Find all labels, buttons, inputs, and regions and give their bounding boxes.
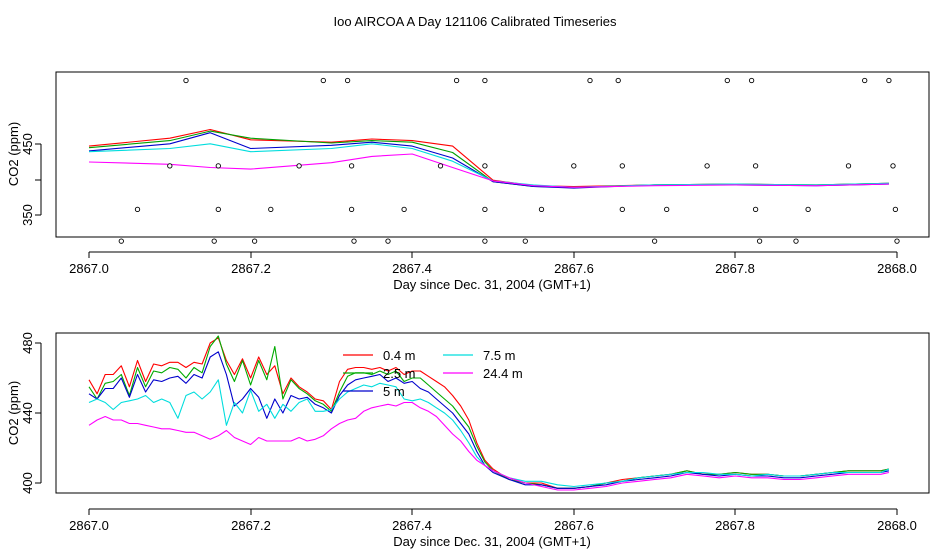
chart-top-marker-point bbox=[664, 206, 670, 213]
chart-top-marker-point bbox=[453, 77, 460, 84]
chart-top-y-axis: 350 450 CO2 (ppm) bbox=[6, 122, 42, 226]
chart-top-marker-point bbox=[482, 163, 488, 169]
chart-top-marker-point bbox=[344, 77, 351, 84]
chart-top-y-tick-label: 450 bbox=[20, 133, 35, 155]
chart-top-x-tick-label: 2868.0 bbox=[877, 261, 917, 276]
chart-top-series-line-3 bbox=[88, 143, 889, 188]
chart-top-marker-point bbox=[845, 163, 852, 169]
legend-label: 5 m bbox=[383, 384, 405, 399]
chart-top-marker-point bbox=[348, 206, 355, 213]
chart-bottom-x-tick-label: 2867.6 bbox=[554, 518, 594, 533]
chart-bottom-y-axis: 400 440 480 CO2 (ppm) bbox=[6, 332, 42, 494]
chart-bottom-x-tick-label: 2868.0 bbox=[877, 518, 917, 533]
chart-top-x-tick-label: 2867.0 bbox=[69, 261, 109, 276]
chart-top-marker-point bbox=[752, 163, 759, 169]
chart-top-markers-group bbox=[118, 77, 900, 244]
chart-top-marker-point bbox=[320, 77, 326, 84]
chart-top-marker-point bbox=[704, 163, 710, 169]
chart-top-marker-point bbox=[890, 163, 896, 169]
chart-top: 2867.0 2867.2 2867.4 2867.6 2867.8 2868.… bbox=[6, 71, 930, 292]
chart-top-marker-point bbox=[211, 238, 217, 244]
chart-top-marker-point bbox=[862, 77, 868, 84]
chart-bottom-x-tick-label: 2867.2 bbox=[231, 518, 271, 533]
chart-top-marker-point bbox=[886, 77, 892, 84]
chart-top-marker-point bbox=[251, 238, 258, 244]
chart-bottom-y-tick-label: 440 bbox=[20, 402, 35, 424]
chart-top-marker-point bbox=[385, 238, 391, 244]
chart-top-marker-point bbox=[538, 206, 545, 213]
figure-title: Ioo AIRCOA A Day 121106 Calibrated Times… bbox=[333, 14, 617, 29]
chart-top-marker-point bbox=[167, 163, 173, 169]
chart-top-x-tick-label: 2867.2 bbox=[231, 261, 271, 276]
chart-top-marker-point bbox=[118, 238, 124, 244]
chart-top-series-group bbox=[88, 128, 889, 189]
chart-bottom-y-tick-label: 400 bbox=[20, 472, 35, 494]
chart-top-marker-point bbox=[134, 206, 141, 213]
chart-top-marker-point bbox=[437, 163, 444, 169]
chart-top-marker-point bbox=[651, 238, 658, 244]
chart-bottom-x-tick-label: 2867.0 bbox=[69, 518, 109, 533]
chart-top-series-line-0 bbox=[88, 128, 889, 188]
legend-item: 24.4 m bbox=[443, 366, 523, 381]
chart-top-marker-point bbox=[748, 77, 755, 84]
chart-top-marker-point bbox=[215, 163, 221, 169]
chart-bottom-x-tick-label: 2867.4 bbox=[392, 518, 432, 533]
chart-top-marker-point bbox=[724, 77, 730, 84]
chart-top-marker-point bbox=[183, 77, 189, 84]
chart-bottom-y-axis-label: CO2 (ppm) bbox=[6, 381, 21, 445]
chart-top-marker-point bbox=[619, 206, 625, 213]
chart-top-x-tick-label: 2867.4 bbox=[392, 261, 432, 276]
chart-top-marker-point bbox=[587, 77, 593, 84]
chart-top-marker-point bbox=[793, 238, 799, 244]
chart-bottom-x-axis-label: Day since Dec. 31, 2004 (GMT+1) bbox=[393, 534, 591, 549]
legend-item: 0.4 m bbox=[343, 348, 416, 363]
chart-top-x-tick-label: 2867.6 bbox=[554, 261, 594, 276]
chart-top-x-axis: 2867.0 2867.2 2867.4 2867.6 2867.8 2868.… bbox=[69, 251, 917, 292]
chart-top-marker-point bbox=[296, 163, 302, 169]
chart-bottom-x-axis: 2867.0 2867.2 2867.4 2867.6 2867.8 2868.… bbox=[69, 508, 917, 549]
chart-top-marker-point bbox=[348, 163, 355, 169]
chart-top-x-axis-label: Day since Dec. 31, 2004 (GMT+1) bbox=[393, 277, 591, 292]
chart-top-x-tick-label: 2867.8 bbox=[715, 261, 755, 276]
chart-top-series-line-4 bbox=[88, 153, 889, 188]
chart-bottom-series-line-3 bbox=[88, 379, 890, 488]
chart-top-marker-point bbox=[268, 206, 274, 213]
legend-item: 2.5 m bbox=[343, 366, 416, 381]
chart-top-marker-point bbox=[482, 77, 488, 84]
chart-top-marker-point bbox=[619, 163, 625, 169]
chart-bottom-y-tick-label: 480 bbox=[20, 332, 35, 354]
chart-bottom-legend: 0.4 m 2.5 m 5 m 7.5 m 24.4 m bbox=[343, 348, 523, 399]
chart-bottom-series-group bbox=[88, 335, 890, 491]
chart-top-y-axis-label: CO2 (ppm) bbox=[6, 122, 21, 186]
chart-top-marker-point bbox=[571, 163, 577, 169]
chart-top-marker-point bbox=[756, 238, 763, 244]
chart-top-marker-point bbox=[401, 206, 407, 213]
chart-bottom-series-line-4 bbox=[88, 401, 890, 491]
legend-item: 7.5 m bbox=[443, 348, 516, 363]
chart-bottom: 2867.0 2867.2 2867.4 2867.6 2867.8 2868.… bbox=[6, 332, 930, 549]
legend-label: 0.4 m bbox=[383, 348, 416, 363]
chart-top-marker-point bbox=[892, 206, 899, 213]
chart-top-plot-frame bbox=[55, 71, 930, 238]
chart-top-marker-point bbox=[752, 206, 759, 213]
chart-top-marker-point bbox=[351, 238, 357, 244]
chart-top-marker-point bbox=[482, 206, 488, 213]
chart-top-marker-point bbox=[522, 238, 528, 244]
legend-label: 24.4 m bbox=[483, 366, 523, 381]
chart-top-marker-point bbox=[615, 77, 621, 84]
chart-bottom-plot-frame bbox=[55, 332, 930, 494]
chart-top-y-tick-label: 350 bbox=[20, 204, 35, 226]
chart-bottom-x-tick-label: 2867.8 bbox=[715, 518, 755, 533]
legend-item: 5 m bbox=[343, 384, 405, 399]
chart-top-marker-point bbox=[894, 238, 900, 244]
chart-top-marker-point bbox=[805, 206, 811, 213]
legend-label: 2.5 m bbox=[383, 366, 416, 381]
chart-top-marker-point bbox=[215, 206, 221, 213]
chart-top-marker-point bbox=[482, 238, 488, 244]
legend-label: 7.5 m bbox=[483, 348, 516, 363]
chart-bottom-series-line-2 bbox=[88, 351, 890, 489]
